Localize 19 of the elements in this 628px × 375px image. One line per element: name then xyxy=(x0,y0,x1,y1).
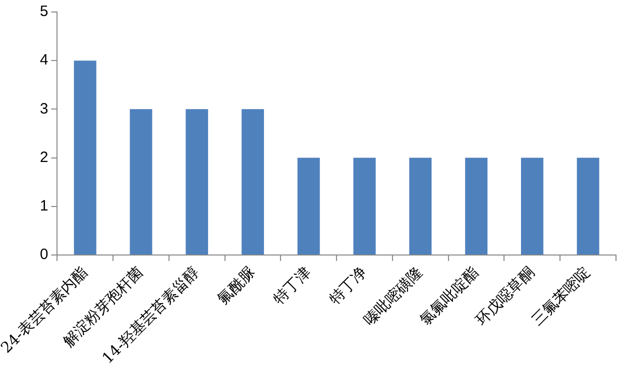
y-tick-label: 5 xyxy=(40,3,48,20)
x-tick-label: 特丁净 xyxy=(326,263,370,308)
x-tick-label: 氟酰脲 xyxy=(214,263,258,308)
bar xyxy=(74,60,96,254)
y-tick-label: 2 xyxy=(40,148,48,166)
bar xyxy=(521,158,544,254)
y-tick-label: 4 xyxy=(40,52,48,69)
y-tick-label: 0 xyxy=(40,246,48,264)
bar xyxy=(130,109,152,254)
bar xyxy=(186,109,208,254)
bar xyxy=(242,109,264,254)
bar xyxy=(576,158,600,254)
y-tick-label: 3 xyxy=(40,100,48,118)
y-tick-label: 1 xyxy=(40,197,48,214)
bar xyxy=(409,158,432,254)
bar xyxy=(353,158,376,254)
bar xyxy=(465,158,488,254)
bar xyxy=(297,158,320,254)
x-tick-label: 特丁津 xyxy=(270,263,314,308)
